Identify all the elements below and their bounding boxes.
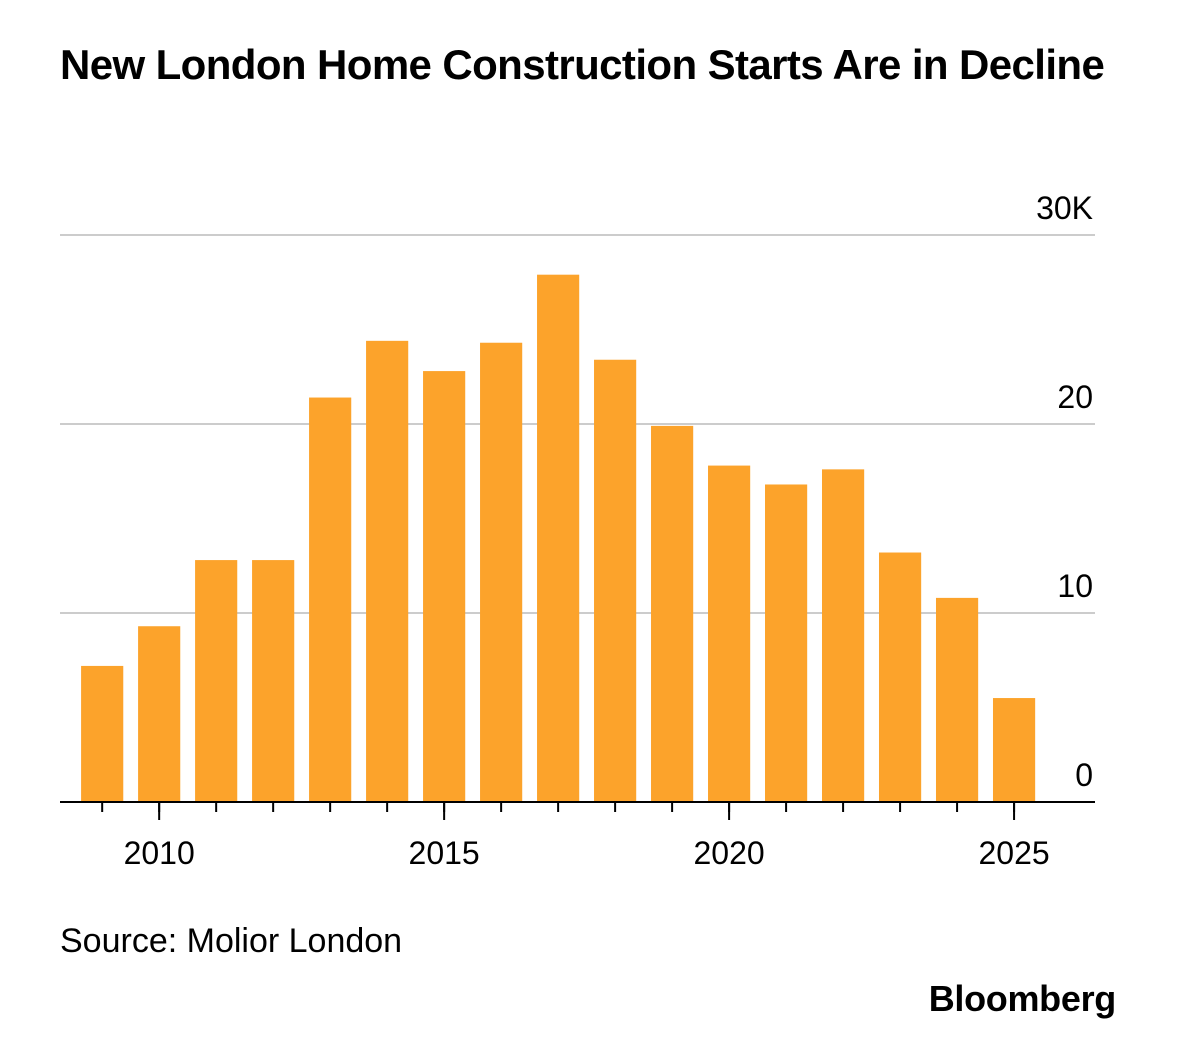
bar — [651, 425, 694, 802]
bar — [765, 484, 808, 802]
bar — [537, 274, 580, 802]
bar — [423, 371, 466, 802]
x-tick-label: 2015 — [409, 835, 480, 871]
bar — [252, 560, 295, 802]
bar — [366, 340, 409, 802]
y-tick-label: 30K — [1036, 190, 1093, 226]
bar — [594, 359, 637, 802]
x-tick-label: 2020 — [694, 835, 765, 871]
bar — [195, 560, 238, 802]
y-tick-label: 0 — [1075, 757, 1093, 793]
bar — [708, 465, 751, 802]
bar — [81, 665, 124, 802]
bar — [878, 552, 922, 802]
bar — [138, 626, 181, 802]
x-tick-label: 2010 — [124, 835, 195, 871]
bar — [309, 397, 352, 802]
y-tick-label: 10 — [1057, 568, 1093, 604]
bar — [480, 342, 523, 802]
brand-logo: Bloomberg — [928, 978, 1117, 1019]
x-tick-label: 2025 — [978, 835, 1049, 871]
bar — [822, 469, 865, 802]
bar — [992, 698, 1036, 802]
bar — [935, 597, 979, 802]
chart-title: New London Home Construction Starts Are … — [60, 41, 1105, 88]
y-tick-label: 20 — [1057, 379, 1093, 415]
source-note: Source: Molior London — [60, 922, 403, 960]
